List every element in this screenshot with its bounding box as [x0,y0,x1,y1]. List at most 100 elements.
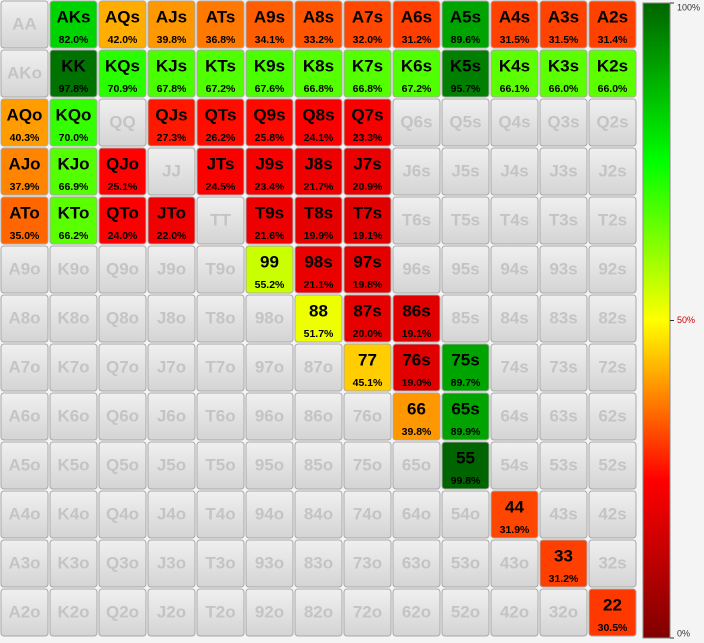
hand-label: Q8s [302,105,334,124]
hand-label: 98o [255,308,284,327]
hand-label: 77 [358,350,377,369]
empty-cell [441,196,490,245]
cell [343,196,392,245]
empty-cell [441,98,490,147]
hand-label: 63s [549,406,577,425]
empty-cell [245,490,294,539]
value-label: 26.2% [206,132,236,144]
hand-label: JJ [162,161,181,180]
hand-label: 92o [255,602,284,621]
hand-label: K8o [57,308,89,327]
hand-label: AJs [156,7,187,26]
hand-label: 86o [304,406,333,425]
cell [196,49,245,98]
empty-cell [0,539,49,588]
cell [343,49,392,98]
hand-label: A6o [8,406,40,425]
hand-label: AKo [7,63,42,82]
hand-label: T7s [353,203,382,222]
value-label: 31.2% [549,573,579,585]
hand-label: 87s [353,301,381,320]
empty-cell [294,588,343,637]
cell [245,147,294,196]
value-label: 70.0% [59,132,89,144]
cell [245,98,294,147]
hand-label: Q8o [106,308,139,327]
hand-label: 75s [451,350,479,369]
value-label: 45.1% [353,377,383,389]
empty-cell [392,245,441,294]
hand-label: T3s [549,210,578,229]
cell [294,49,343,98]
hand-label: 97s [353,252,381,271]
empty-cell [98,490,147,539]
cell [294,245,343,294]
value-label: 66.9% [59,181,89,193]
hand-label: Q5s [449,112,481,131]
value-label: 42.0% [108,34,138,46]
hand-label: 62s [598,406,626,425]
cell [49,196,98,245]
cell [49,49,98,98]
colorbar-tick-label: 100% [677,2,700,12]
hand-label: A9o [8,259,40,278]
hand-label: KJs [156,56,187,75]
value-label: 36.8% [206,34,236,46]
hand-label: AA [12,14,37,33]
hand-label: TT [210,210,231,229]
empty-cell [196,441,245,490]
hand-label: J4o [157,504,186,523]
empty-cell [441,490,490,539]
value-label: 30.5% [598,622,628,634]
empty-cell [392,588,441,637]
empty-cell [147,294,196,343]
cell [343,343,392,392]
empty-cell [539,490,588,539]
cell [294,147,343,196]
empty-cell [49,294,98,343]
hand-label: J3s [549,161,577,180]
cell [392,49,441,98]
empty-cell [147,147,196,196]
hand-label: T5o [205,455,235,474]
empty-cell [98,392,147,441]
hand-label: 74s [500,357,528,376]
hand-label: Q9o [106,259,139,278]
empty-cell [294,392,343,441]
value-label: 24.5% [206,181,236,193]
empty-cell [196,490,245,539]
value-label: 39.8% [402,426,432,438]
empty-cell [490,196,539,245]
empty-cell [49,245,98,294]
hand-label: 52o [451,602,480,621]
empty-cell [245,539,294,588]
empty-cell [392,147,441,196]
empty-cell [0,392,49,441]
hand-label: Q7s [351,105,383,124]
empty-cell [392,196,441,245]
empty-cell [294,490,343,539]
hand-label: 86s [402,301,430,320]
empty-cell [147,245,196,294]
hand-label: KK [61,56,86,75]
hand-label: K2s [597,56,628,75]
value-label: 97.8% [59,83,89,95]
cell [98,49,147,98]
empty-cell [0,294,49,343]
value-label: 31.5% [549,34,579,46]
hand-label: QTo [106,203,139,222]
value-label: 55.2% [255,279,285,291]
empty-cell [98,588,147,637]
cell [392,0,441,49]
hand-label: K6o [57,406,89,425]
hand-label: T9o [205,259,235,278]
hand-label: T8s [304,203,333,222]
hand-label: 94s [500,259,528,278]
hand-label: 97o [255,357,284,376]
cell [196,0,245,49]
hand-label: J2o [157,602,186,621]
value-label: 21.6% [255,230,285,242]
empty-cell [245,441,294,490]
value-label: 89.6% [451,34,481,46]
value-label: 21.7% [304,181,334,193]
